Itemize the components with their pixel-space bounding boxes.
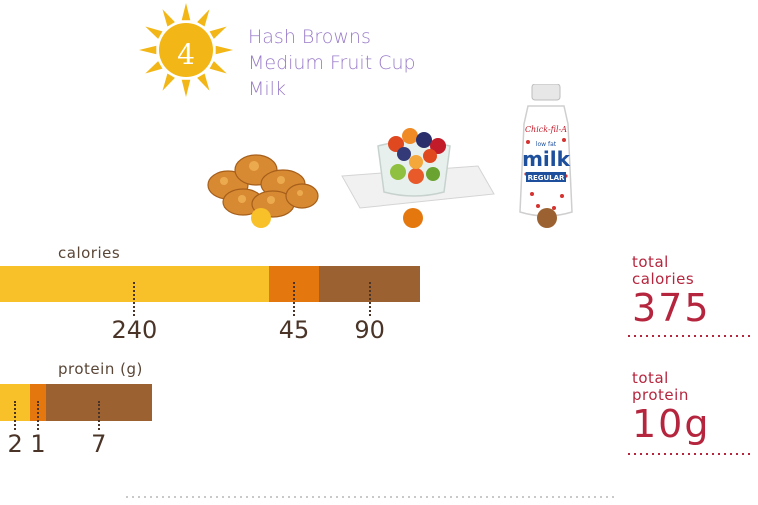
sun-ray	[145, 26, 163, 39]
total-calories-block: total calories 375	[632, 253, 711, 330]
protein-chart-title: protein (g)	[58, 360, 143, 378]
calories-value-hash-browns: 240	[111, 316, 158, 344]
sun-badge-icon	[139, 3, 233, 97]
sun-ray	[181, 79, 191, 97]
total-calories-divider	[628, 335, 754, 337]
calories-chart: 240 45 90	[0, 266, 758, 350]
total-protein-block: total protein 10g	[632, 369, 711, 446]
milk-brand-text: Chick-fil-A	[525, 125, 567, 134]
protein-value-hash-browns: 2	[7, 430, 23, 458]
meal-number: 4	[177, 38, 195, 71]
total-calories-label-1: total	[632, 253, 669, 271]
protein-value-fruit-cup: 1	[30, 430, 46, 458]
sun-ray	[145, 61, 163, 74]
protein-leader-milk	[97, 400, 100, 430]
total-protein-divider	[628, 453, 754, 455]
milk-bottle-image: Chick-fil-A low fat milk REGULAR	[519, 84, 573, 217]
sun-ray	[139, 45, 157, 55]
fruit-cup-image	[341, 128, 495, 209]
milk-color-dot	[537, 208, 557, 228]
milk-variant-text: REGULAR	[528, 174, 565, 182]
total-protein-label-1: total	[632, 369, 669, 387]
calories-value-fruit-cup: 45	[278, 316, 310, 344]
fruit-cup-color-dot	[403, 208, 423, 228]
hash-browns-image	[207, 154, 319, 218]
total-calories-label-2: calories	[632, 270, 695, 288]
calories-leader-hash-browns	[133, 282, 136, 316]
calories-value-milk: 90	[354, 316, 385, 344]
calories-leader-fruit-cup	[293, 282, 295, 316]
sun-ray	[162, 9, 175, 27]
calories-leader-milk	[368, 282, 371, 316]
total-protein-label-2: protein	[632, 386, 689, 404]
meal-item-list: Hash Browns Medium Fruit Cup Milk	[248, 24, 416, 102]
sun-ray	[215, 45, 233, 55]
meal-item-milk: Milk	[248, 78, 286, 100]
milk-word-text: milk	[522, 147, 571, 171]
total-protein-value: 10g	[632, 402, 711, 446]
sun-ray	[209, 61, 227, 74]
protein-leader-fruit-cup	[37, 400, 39, 430]
calories-chart-title: calories	[58, 244, 121, 262]
bottom-divider	[126, 496, 616, 498]
protein-value-milk: 7	[91, 430, 107, 458]
protein-leader-hash-browns	[14, 400, 17, 430]
milk-lowfat-text: low fat	[536, 141, 557, 148]
meal-item-hash-browns: Hash Browns	[248, 26, 371, 48]
sun-ray	[181, 3, 191, 21]
sun-ray	[209, 26, 227, 39]
hash-browns-color-dot	[251, 208, 271, 228]
sun-ray	[197, 9, 210, 27]
sun-ray	[197, 73, 210, 91]
sun-ray	[162, 73, 175, 91]
meal-item-fruit-cup: Medium Fruit Cup	[248, 52, 416, 74]
total-calories-value: 375	[632, 286, 711, 330]
